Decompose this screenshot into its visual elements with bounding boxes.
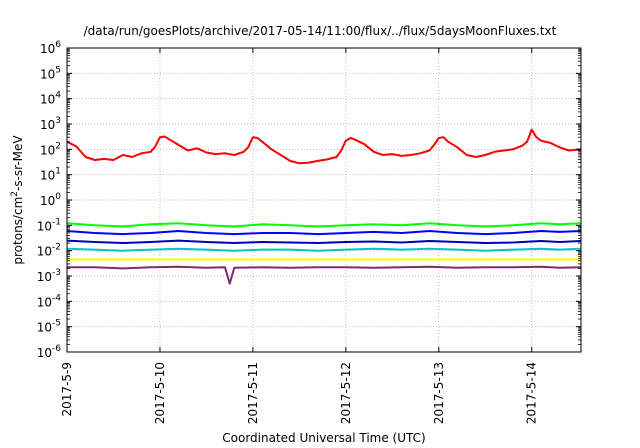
- y-tick-label: 106: [40, 40, 61, 56]
- y-tick-label-base: 10: [37, 219, 52, 233]
- y-tick-label: 101: [40, 167, 61, 183]
- y-tick-label: 10-3: [37, 268, 61, 284]
- series-line-1: [66, 128, 582, 165]
- y-tick-label-base: 10: [37, 245, 52, 259]
- y-tick-label: 10-4: [37, 293, 62, 309]
- y-tick-label-base: 10: [40, 93, 55, 107]
- y-tick-label-exp: 5: [55, 65, 61, 75]
- x-tick-label: 2017-5-9: [60, 362, 74, 416]
- y-tick-label-base: 10: [37, 270, 52, 284]
- y-tick-label-exp: 0: [55, 192, 61, 202]
- y-tick-label-exp: -1: [52, 217, 61, 227]
- y-axis-label: protons/cm2-s-sr-MeV: [10, 135, 25, 265]
- y-axis-label-rest: -s-sr-MeV: [11, 135, 25, 191]
- y-tick-label-exp: -3: [52, 268, 61, 278]
- y-tick-label-exp: -4: [52, 293, 61, 303]
- x-tick-label: 2017-5-12: [339, 362, 353, 424]
- plot-frame: [66, 47, 582, 353]
- y-tick-label: 104: [40, 91, 61, 107]
- series-line-2: [66, 222, 582, 228]
- series-line-3: [66, 230, 582, 236]
- y-tick-label-base: 10: [40, 169, 55, 183]
- y-tick-label: 10-1: [37, 217, 61, 233]
- y-tick-label: 100: [40, 192, 61, 208]
- y-axis-label-main: protons/cm: [11, 197, 25, 265]
- plot-area: [66, 128, 582, 285]
- chart-title: /data/run/goesPlots/archive/2017-05-14/1…: [84, 24, 557, 38]
- y-tick-label-exp: 4: [55, 91, 61, 101]
- x-tick-label: 2017-5-10: [153, 362, 167, 424]
- y-tick-label-base: 10: [40, 194, 55, 208]
- series-line-7: [67, 265, 582, 285]
- x-tick-label: 2017-5-13: [432, 362, 446, 424]
- y-tick-label: 102: [40, 141, 61, 157]
- y-tick-label-base: 10: [40, 118, 55, 132]
- y-tick-label-exp: -5: [52, 319, 61, 329]
- y-tick-label-base: 10: [37, 295, 52, 309]
- x-axis-label: Coordinated Universal Time (UTC): [222, 431, 425, 445]
- y-tick-label-exp: -2: [52, 243, 61, 253]
- y-tick-label-base: 10: [37, 346, 52, 360]
- series-line-5: [66, 247, 582, 252]
- y-tick-label-exp: 3: [55, 116, 61, 126]
- y-tick-label-exp: 2: [55, 141, 61, 151]
- y-tick-label-base: 10: [37, 321, 52, 335]
- y-tick-label-exp: 6: [55, 40, 61, 50]
- y-tick-label: 10-2: [37, 243, 61, 259]
- y-tick-label: 105: [40, 65, 61, 81]
- y-tick-label-exp: 1: [55, 167, 61, 177]
- y-tick-label: 10-5: [37, 319, 61, 335]
- y-tick-label-base: 10: [40, 143, 55, 157]
- y-tick-label-base: 10: [40, 67, 55, 81]
- series-line-4: [66, 239, 582, 244]
- x-tick-label: 2017-5-14: [525, 362, 539, 424]
- x-axis: 2017-5-9 2017-5-10 2017-5-11 2017-5-12 2017-…: [60, 48, 539, 424]
- y-tick-label: 10-6: [37, 344, 62, 360]
- y-tick-label-base: 10: [40, 42, 55, 56]
- y-axis: 10610510410310210110010-110-210-310-410-…: [37, 40, 581, 360]
- x-tick-label: 2017-5-11: [246, 362, 260, 424]
- y-tick-label-exp: -6: [52, 344, 61, 354]
- y-axis-label-sup: 2: [10, 191, 20, 197]
- grid: [67, 48, 581, 352]
- y-tick-label: 103: [40, 116, 61, 132]
